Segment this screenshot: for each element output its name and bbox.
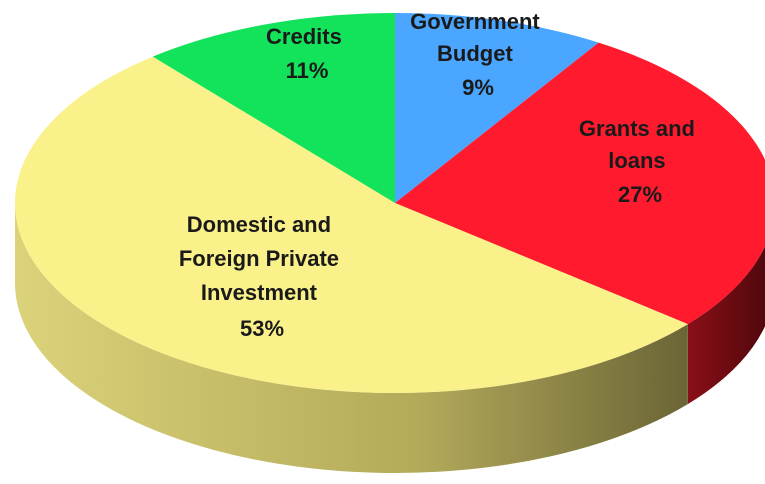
slice-label-grants-and-loans: Grants and loans 27% [579, 116, 701, 207]
slice-label-domestic-and-foreign-private-investment: Domestic and Foreign Private Investment … [179, 212, 345, 341]
slice-grants-and-loans [395, 42, 765, 325]
slice-side-grants-and-loans [687, 246, 765, 405]
slice-domestic-and-foreign-private-investment [15, 56, 688, 393]
slice-side-domestic-and-foreign-private-investment [14, 203, 688, 474]
slice-government-budget [395, 13, 599, 203]
slice-credits [152, 13, 395, 203]
slice-label-credits: Credits 11% [266, 24, 348, 83]
slice-label-government-budget: Government Budget 9% [410, 9, 546, 100]
